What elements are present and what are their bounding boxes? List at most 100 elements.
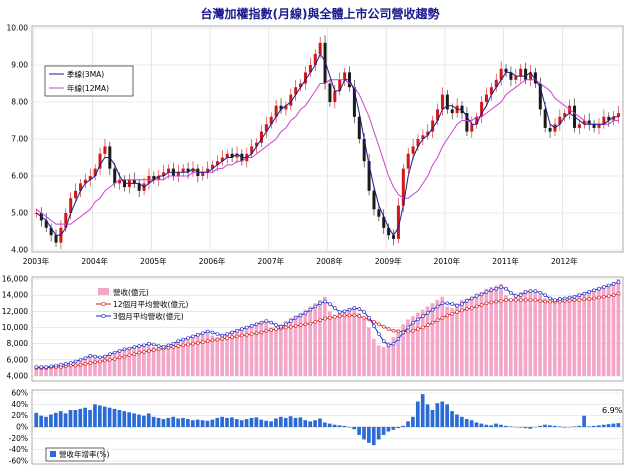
yoy-bar: [151, 416, 156, 427]
revenue-y-tick-label: 10,000: [2, 323, 28, 332]
revenue-bar: [93, 358, 97, 376]
avg3-marker: [347, 307, 352, 312]
yoy-panel-y-ticks: 60% 40% 20% 0% -20% -40% -60%: [9, 389, 28, 466]
avg3-marker: [78, 357, 83, 362]
avg3-marker: [401, 330, 406, 335]
yoy-bar: [357, 427, 361, 435]
yoy-bar: [73, 410, 78, 427]
candle-body: [49, 227, 53, 236]
revenue-bar: [107, 353, 112, 376]
revenue-bar: [53, 365, 58, 376]
yoy-bar: [107, 407, 112, 427]
avg12-marker: [377, 322, 381, 327]
avg3-marker: [303, 311, 308, 315]
avg12-marker: [78, 362, 83, 367]
revenue-bar: [210, 335, 215, 376]
yoy-bar: [205, 420, 210, 427]
candle-body: [607, 116, 611, 121]
legend-avg3-label: 3個月平均營收(億元): [113, 311, 184, 321]
avg12-marker: [577, 298, 582, 302]
candle-body: [191, 168, 195, 173]
revenue-bar: [386, 342, 391, 376]
yoy-bar: [117, 410, 122, 427]
avg12-marker: [489, 300, 494, 305]
yoy-bar: [303, 420, 308, 427]
revenue-bar: [181, 338, 185, 376]
avg3-marker: [240, 327, 244, 331]
avg12-marker: [523, 298, 528, 302]
yoy-bar: [469, 420, 474, 427]
avg3-marker: [460, 302, 464, 306]
avg3-marker: [513, 294, 518, 298]
avg12-marker: [357, 314, 362, 319]
revenue-bar: [332, 314, 337, 376]
avg3-marker: [34, 365, 39, 369]
avg3-marker: [587, 290, 592, 294]
avg12-marker: [225, 336, 229, 340]
yoy-bar: [278, 416, 283, 427]
avg3-marker: [332, 306, 337, 310]
avg12-marker: [103, 358, 107, 363]
price-y-tick-label: 4.00: [11, 246, 28, 255]
avg3-marker: [450, 302, 455, 306]
avg3-marker: [323, 299, 327, 304]
candle-body: [313, 53, 317, 65]
candle-body: [333, 90, 337, 102]
revenue-y-tick-label: 14,000: [2, 291, 28, 300]
avg3-marker: [518, 293, 523, 298]
avg3-marker: [245, 325, 249, 330]
revenue-bar: [415, 312, 420, 376]
candle-body: [338, 79, 342, 91]
avg3-marker: [191, 334, 195, 339]
candle-body: [318, 42, 322, 54]
avg3-marker: [176, 339, 181, 344]
revenue-bar: [323, 296, 327, 376]
avg12-marker: [215, 337, 220, 342]
candle-body: [582, 120, 586, 125]
revenue-bar: [195, 333, 200, 376]
candle-body: [103, 146, 107, 154]
avg3-marker: [293, 315, 298, 320]
price-x-tick-label: 2006年: [199, 256, 226, 266]
avg12-marker: [469, 306, 474, 310]
yoy-bar: [352, 427, 357, 430]
revenue-bar: [508, 298, 513, 376]
avg3-marker: [391, 341, 396, 346]
avg12-marker: [201, 340, 205, 344]
avg12-marker: [474, 304, 479, 309]
revenue-bar: [582, 291, 586, 376]
avg12-marker: [176, 344, 181, 348]
revenue-bar: [489, 287, 494, 376]
price-x-tick-label: 2009年: [375, 256, 402, 266]
yoy-bar: [474, 422, 479, 427]
yoy-bar: [347, 427, 352, 428]
avg12-marker: [479, 303, 484, 307]
avg3-marker: [215, 332, 220, 336]
candle-body: [377, 209, 381, 217]
yoy-bar: [327, 423, 332, 427]
yoy-bar: [601, 424, 606, 427]
candle-body: [597, 124, 601, 128]
yoy-y-tick-label: 60%: [11, 389, 28, 398]
yoy-bar: [308, 421, 313, 427]
yoy-bar: [127, 412, 132, 427]
candle-body: [162, 172, 166, 176]
revenue-bar: [616, 279, 621, 376]
avg12-marker: [450, 311, 455, 316]
avg3-marker: [132, 345, 137, 349]
avg3-marker: [205, 329, 210, 334]
candle-body: [426, 131, 430, 136]
avg3-marker: [567, 295, 572, 300]
avg12-marker: [435, 318, 440, 323]
candle-body: [577, 124, 581, 128]
yoy-bar: [53, 412, 58, 427]
yoy-bar: [225, 417, 229, 427]
candle-body: [289, 94, 293, 106]
candle-body: [230, 153, 234, 158]
avg12-marker: [303, 322, 308, 327]
revenue-bar: [97, 359, 102, 376]
yoy-bar: [401, 425, 405, 427]
avg3-marker: [49, 364, 53, 369]
avg3-marker: [509, 290, 513, 295]
